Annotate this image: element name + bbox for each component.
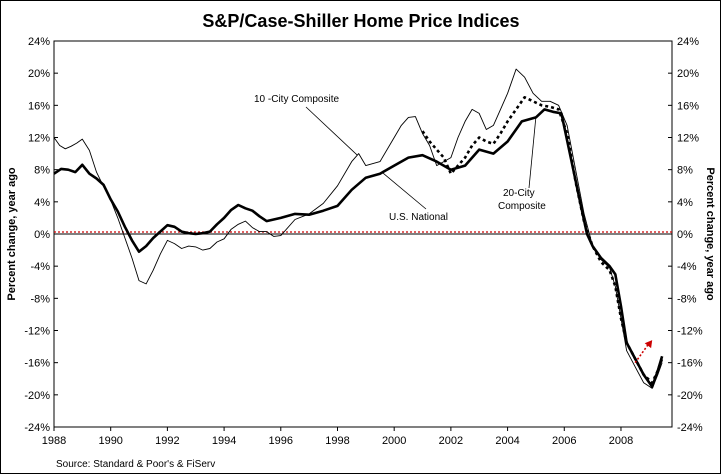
- y-axis-label-right: Percent change, year ago: [704, 167, 716, 301]
- y-axis-label-left: Percent change, year ago: [6, 167, 18, 301]
- annotation-label: Composite: [498, 201, 546, 212]
- y-tick-label-right: -8%: [677, 293, 697, 305]
- zero-line: [54, 231, 672, 235]
- y-tick-label-left: 24%: [28, 36, 50, 48]
- trend-arrow-line: [634, 342, 650, 364]
- y-tick-label-right: 0%: [677, 229, 693, 241]
- x-axis: 1988 1990 1992 1994 1996 1998 2000 2002 2004 2006…: [42, 427, 633, 447]
- annotation-label: 20-City: [503, 188, 535, 199]
- y-tick-label-right: -12%: [677, 326, 703, 338]
- trend-arrow-head: [644, 340, 653, 349]
- y-tick-label-right: 8%: [677, 165, 693, 177]
- annotation-leader-line: [528, 116, 537, 189]
- y-tick-label-left: 8%: [34, 165, 50, 177]
- y-tick-label-left: -4%: [30, 261, 50, 273]
- x-tick-label: 1998: [325, 435, 349, 447]
- x-tick-label: 2000: [382, 435, 406, 447]
- y-tick-label-right: 24%: [677, 36, 699, 48]
- series-line-u-s-national: [53, 108, 664, 389]
- annotation-leader-line: [382, 172, 427, 210]
- chart-title: S&P/Case-Shiller Home Price Indices: [202, 11, 519, 31]
- y-tick-label-left: 0%: [34, 229, 50, 241]
- annotation-label: U.S. National: [389, 212, 448, 223]
- y-tick-label-left: -12%: [24, 326, 50, 338]
- x-tick-label: 2004: [495, 435, 519, 447]
- y-tick-label-right: 12%: [677, 133, 699, 145]
- series-layer: [53, 68, 664, 389]
- left-y-axis: -24% -20% -16% -12% -8% -4% 0% 4% 8% 12% 16% 20% 24%: [24, 36, 58, 434]
- x-tick-label: 1990: [98, 435, 122, 447]
- annotation-leader-line: [305, 106, 358, 156]
- x-tick-label: 2006: [552, 435, 576, 447]
- y-tick-label-right: 4%: [677, 197, 693, 209]
- y-tick-label-left: -8%: [30, 293, 50, 305]
- y-tick-label-right: 16%: [677, 100, 699, 112]
- annotation-label: 10 -City Composite: [254, 94, 339, 105]
- y-tick-label-right: -20%: [677, 390, 703, 402]
- y-tick-label-left: -16%: [24, 358, 50, 370]
- y-tick-label-left: 4%: [34, 197, 50, 209]
- y-tick-label-right: -16%: [677, 358, 703, 370]
- y-tick-label-left: 20%: [28, 68, 50, 80]
- y-tick-label-left: 16%: [28, 100, 50, 112]
- annotations: 10 -City Composite U.S. National 20-City Co…: [254, 94, 653, 364]
- x-tick-label: 1996: [269, 435, 293, 447]
- y-tick-label-right: -24%: [677, 422, 703, 434]
- y-tick-label-left: -24%: [24, 422, 50, 434]
- y-tick-label-left: 12%: [28, 133, 50, 145]
- y-tick-label-right: 20%: [677, 68, 699, 80]
- x-tick-label: 2008: [609, 435, 633, 447]
- x-tick-label: 1992: [155, 435, 179, 447]
- y-tick-label-left: -20%: [24, 390, 50, 402]
- x-tick-label: 1994: [212, 435, 236, 447]
- x-tick-label: 2002: [439, 435, 463, 447]
- right-y-axis: -24% -20% -16% -12% -8% -4% 0% 4% 8% 12% 16% 20% 24%: [668, 36, 703, 434]
- y-tick-label-right: -4%: [677, 261, 697, 273]
- series-line-20-city-composite: [421, 96, 664, 385]
- source-note: Source: Standard & Poor's & FiServ: [56, 459, 215, 470]
- x-tick-label: 1988: [42, 435, 66, 447]
- series-line-10-city-composite: [53, 68, 663, 389]
